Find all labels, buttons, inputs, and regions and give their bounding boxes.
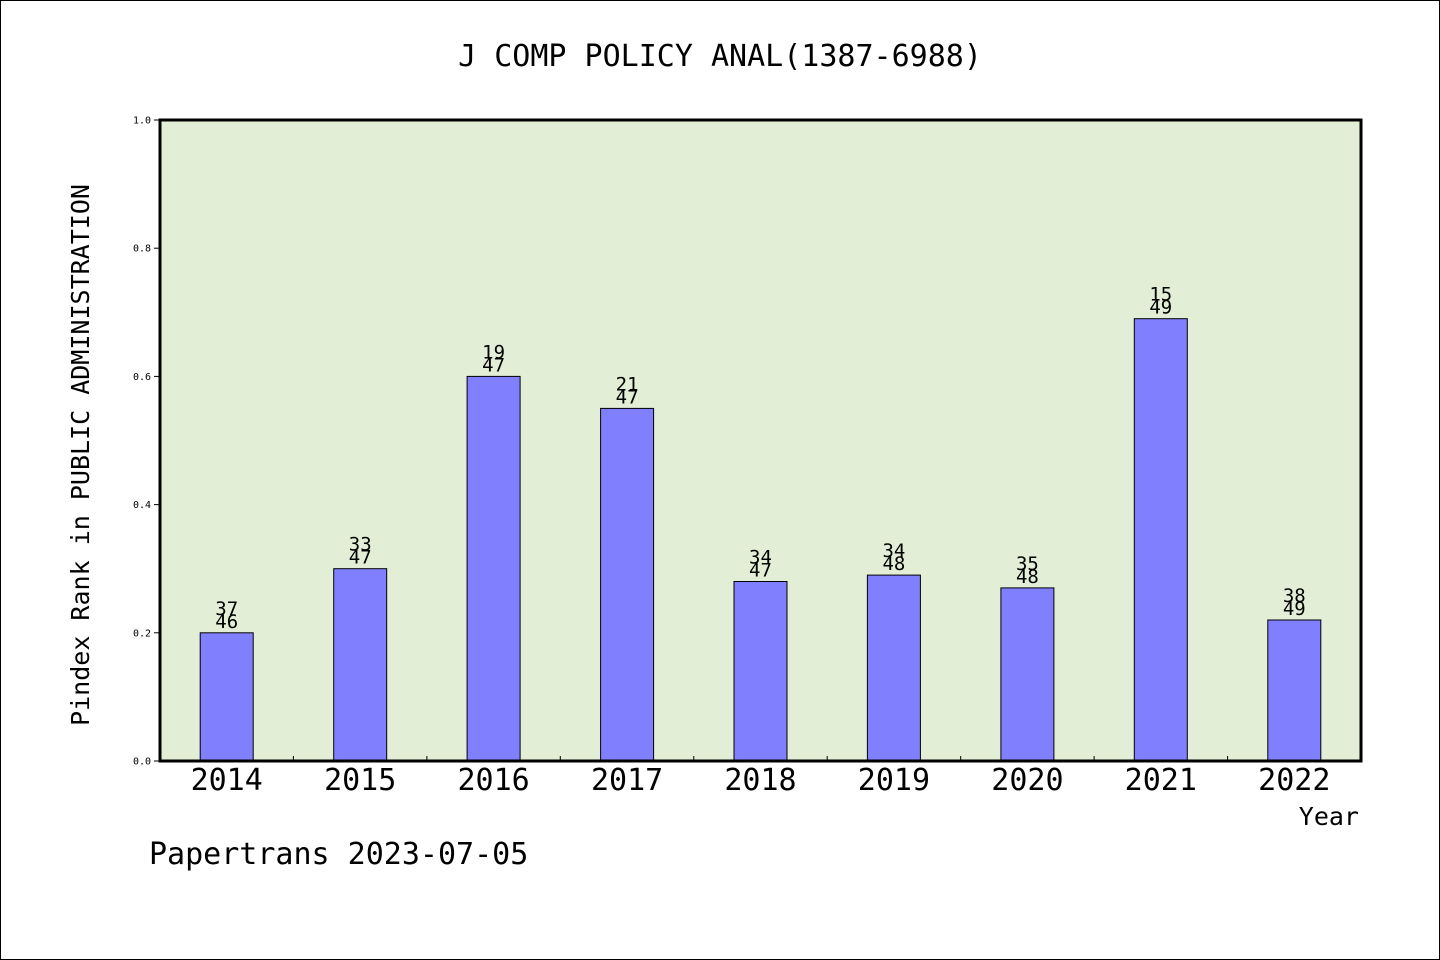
bar-rank-label-2019: 34: [882, 540, 905, 562]
bar-total-label-2017: 47: [616, 386, 639, 408]
bar-rank-label-2017: 21: [616, 373, 639, 395]
chart-title: J COMP POLICY ANAL(1387-6988): [458, 39, 982, 74]
bar-2020: [1000, 587, 1055, 762]
bar-total-label-2015: 47: [349, 547, 372, 569]
bar-rank-label-2015: 33: [349, 534, 372, 556]
x-tick-label-2022: 2022: [1258, 763, 1330, 798]
x-axis: 2014 2015 2016 2017 2018 2019 2020 2021 2022: [191, 756, 1330, 798]
bar-rank-label-2014: 37: [215, 598, 238, 620]
bar-total-label-2021: 49: [1149, 297, 1172, 319]
bar-2016: [466, 375, 521, 762]
bar-total-label-2022: 49: [1283, 598, 1306, 620]
y-tick-label: 1.0: [133, 116, 151, 127]
y-tick-label: 0.6: [133, 372, 151, 383]
y-tick-label: 0.0: [133, 757, 151, 768]
bar-rank-label-2021: 15: [1149, 284, 1172, 306]
bar-2015: [333, 568, 388, 762]
bar-2021: [1133, 318, 1188, 762]
bar-total-label-2020: 48: [1016, 566, 1039, 588]
x-tick-label-2021: 2021: [1125, 763, 1197, 798]
bar-total-label-2019: 48: [882, 553, 905, 575]
bars-layer: [199, 318, 1322, 762]
y-axis: 0.0 0.2 0.4 0.6 0.8 1.0: [133, 116, 160, 768]
bar-total-label-2018: 47: [749, 560, 772, 582]
bar-rank-label-2022: 38: [1283, 585, 1306, 607]
footer-credit: Papertrans 2023-07-05: [149, 837, 528, 872]
x-tick-label-2020: 2020: [991, 763, 1063, 798]
bar-2018: [733, 581, 788, 762]
x-axis-label: Year: [1299, 802, 1359, 831]
bar-2014: [199, 632, 254, 762]
bar-2017: [600, 407, 655, 762]
x-tick-label-2016: 2016: [457, 763, 529, 798]
plot-border: [158, 118, 1363, 763]
x-tick-label-2018: 2018: [724, 763, 796, 798]
x-tick-label-2015: 2015: [324, 763, 396, 798]
y-tick-label: 0.2: [133, 628, 151, 639]
y-axis-label: Pindex Rank in PUBLIC ADMINISTRATION: [66, 184, 95, 726]
bar-rank-label-2016: 19: [482, 341, 505, 363]
bar-rank-label-2020: 35: [1016, 553, 1039, 575]
y-tick-label: 0.4: [133, 500, 151, 511]
x-tick-label-2019: 2019: [858, 763, 930, 798]
bar-2022: [1267, 619, 1322, 762]
x-tick-label-2017: 2017: [591, 763, 663, 798]
x-tick-label-2014: 2014: [191, 763, 263, 798]
bar-rank-label-2018: 34: [749, 547, 772, 569]
bar-total-label-2014: 46: [215, 611, 238, 633]
bar-2019: [866, 574, 921, 762]
y-tick-label: 0.8: [133, 244, 151, 255]
bar-total-label-2016: 47: [482, 354, 505, 376]
